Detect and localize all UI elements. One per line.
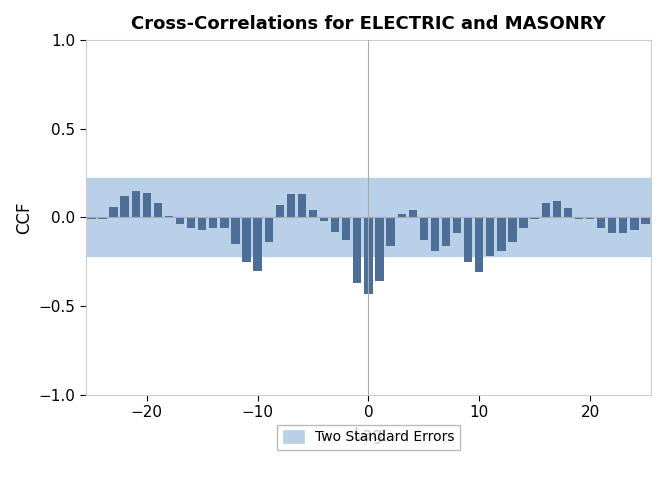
Bar bbox=[420, 218, 428, 240]
Bar bbox=[398, 214, 406, 218]
Bar bbox=[187, 218, 195, 228]
Bar bbox=[630, 218, 639, 230]
Bar bbox=[475, 218, 484, 272]
Bar bbox=[309, 210, 317, 218]
Title: Cross-Correlations for ELECTRIC and MASONRY: Cross-Correlations for ELECTRIC and MASO… bbox=[131, 15, 606, 33]
Bar bbox=[298, 194, 306, 218]
Legend: Two Standard Errors: Two Standard Errors bbox=[277, 424, 460, 450]
Bar bbox=[353, 218, 362, 283]
Bar bbox=[442, 218, 450, 246]
Bar bbox=[342, 218, 350, 240]
Bar bbox=[209, 218, 217, 228]
Bar bbox=[531, 218, 539, 219]
Bar bbox=[619, 218, 627, 234]
Bar bbox=[453, 218, 462, 234]
Bar bbox=[608, 218, 616, 234]
X-axis label: Lag: Lag bbox=[354, 426, 384, 444]
Bar bbox=[165, 216, 173, 218]
Bar bbox=[575, 218, 583, 219]
Bar bbox=[364, 218, 372, 294]
Y-axis label: CCF: CCF bbox=[15, 201, 33, 234]
Bar bbox=[586, 218, 594, 219]
Bar bbox=[519, 218, 527, 228]
Bar bbox=[176, 218, 184, 224]
Bar bbox=[87, 218, 95, 219]
Bar bbox=[231, 218, 240, 244]
Bar bbox=[486, 218, 494, 256]
Bar bbox=[376, 218, 384, 281]
Bar bbox=[276, 205, 284, 218]
Bar bbox=[464, 218, 472, 262]
Bar bbox=[431, 218, 439, 251]
Bar bbox=[132, 191, 140, 218]
Bar bbox=[597, 218, 605, 228]
Bar bbox=[320, 218, 328, 221]
Bar bbox=[254, 218, 262, 270]
Bar bbox=[264, 218, 273, 242]
Bar bbox=[99, 218, 107, 219]
Bar bbox=[220, 218, 228, 228]
Bar bbox=[641, 218, 649, 224]
Bar bbox=[563, 208, 572, 218]
Bar bbox=[553, 202, 561, 218]
Bar bbox=[386, 218, 395, 246]
Bar bbox=[331, 218, 340, 232]
Bar bbox=[541, 203, 550, 218]
Bar bbox=[143, 192, 151, 218]
Bar bbox=[508, 218, 517, 242]
Bar bbox=[409, 210, 417, 218]
Bar bbox=[121, 196, 129, 218]
Bar bbox=[498, 218, 505, 251]
Bar bbox=[154, 203, 162, 218]
Bar bbox=[242, 218, 250, 262]
Bar bbox=[86, 178, 651, 256]
Bar bbox=[286, 194, 295, 218]
Bar bbox=[198, 218, 206, 230]
Bar bbox=[109, 206, 118, 218]
